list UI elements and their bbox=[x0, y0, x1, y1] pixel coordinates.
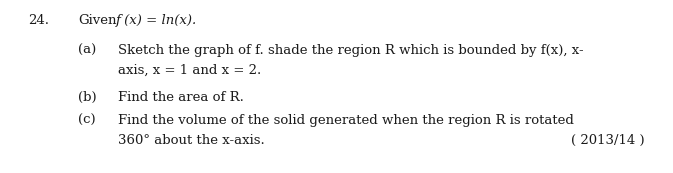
Text: (c): (c) bbox=[78, 114, 96, 127]
Text: Find the volume of the solid generated when the region R is rotated: Find the volume of the solid generated w… bbox=[118, 114, 574, 127]
Text: Given: Given bbox=[78, 14, 116, 27]
Text: 24.: 24. bbox=[28, 14, 49, 27]
Text: (a): (a) bbox=[78, 44, 96, 57]
Text: axis, x = 1 and x = 2.: axis, x = 1 and x = 2. bbox=[118, 64, 261, 77]
Text: f (x) = ln(x).: f (x) = ln(x). bbox=[116, 14, 197, 27]
Text: 360° about the x-axis.: 360° about the x-axis. bbox=[118, 134, 264, 147]
Text: (b): (b) bbox=[78, 91, 97, 104]
Text: Find the area of R.: Find the area of R. bbox=[118, 91, 244, 104]
Text: ( 2013/14 ): ( 2013/14 ) bbox=[571, 134, 645, 147]
Text: Sketch the graph of f. shade the region R which is bounded by f(x), x-: Sketch the graph of f. shade the region … bbox=[118, 44, 583, 57]
